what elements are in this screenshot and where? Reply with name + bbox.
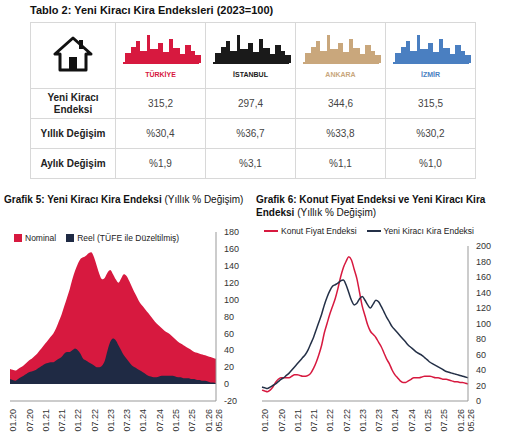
svg-text:07.25: 07.25 [439,409,449,432]
svg-text:01.25: 01.25 [423,409,433,432]
svg-text:01.20: 01.20 [8,409,18,432]
svg-text:01.23: 01.23 [106,409,116,432]
svg-text:100: 100 [476,319,491,329]
html-text:Yıllık Değişim: Yıllık Değişim [40,127,106,139]
html-text:%1,9: %1,9 [149,158,172,169]
svg-text:01.22: 01.22 [73,409,83,432]
svg-text:01.26: 01.26 [456,409,466,432]
svg-text:07.24: 07.24 [407,409,417,432]
html-text:315,2: 315,2 [148,98,173,109]
svg-text:01.25: 01.25 [171,409,181,432]
html-text:Yeni Kiracı Kira Endeksi: Yeni Kiracı Kira Endeksi [383,226,474,236]
html-text:%1,1: %1,1 [329,158,352,169]
html-text:297,4: 297,4 [238,98,263,109]
html-text:Tablo 2: Yeni Kiracı Kira Ende: Tablo 2: Yeni Kiracı Kira Endeksleri (20… [30,4,274,16]
html-text:Yeni Kiracı Endeksi: Yeni Kiracı Endeksi [47,92,99,115]
html-text:İSTANBUL: İSTANBUL [233,71,268,78]
svg-text:160: 160 [224,244,239,254]
svg-text:0: 0 [476,396,481,406]
svg-text:140: 140 [224,261,239,271]
svg-text:07.24: 07.24 [155,409,165,432]
svg-text:-20: -20 [224,396,237,406]
svg-text:80: 80 [476,334,486,344]
svg-text:160: 160 [476,272,491,282]
svg-text:07.21: 07.21 [309,409,319,432]
svg-text:05.26: 05.26 [466,409,476,432]
svg-text:01.24: 01.24 [138,409,148,432]
html-text:%36,7: %36,7 [236,128,265,139]
html-text:Nominal: Nominal [25,233,57,243]
svg-text:60: 60 [224,329,234,339]
html-text:TÜRKİYE: TÜRKİYE [145,71,176,78]
svg-text:07.21: 07.21 [57,409,67,432]
svg-text:20: 20 [476,381,486,391]
svg-text:60: 60 [476,350,486,360]
html-text:315,5: 315,5 [418,98,443,109]
html-text:%33,8: %33,8 [326,128,355,139]
html-text:Aylık Değişim: Aylık Değişim [40,157,106,169]
svg-text:120: 120 [224,278,239,288]
svg-text:40: 40 [476,365,486,375]
svg-text:40: 40 [224,345,234,355]
html-text:344,6: 344,6 [328,98,353,109]
svg-text:100: 100 [224,295,239,305]
html-text:%30,4: %30,4 [146,128,175,139]
svg-text:01.21: 01.21 [41,409,51,432]
html-text:ANKARA: ANKARA [325,71,356,78]
html-text:Reel (TÜFE ile Düzeltilmiş): Reel (TÜFE ile Düzeltilmiş) [77,233,180,243]
svg-text:20: 20 [224,362,234,372]
svg-text:80: 80 [224,312,234,322]
svg-text:01.21: 01.21 [293,409,303,432]
svg-text:140: 140 [476,288,491,298]
svg-text:180: 180 [476,257,491,267]
svg-text:01.22: 01.22 [325,409,335,432]
html-text:%1,0: %1,0 [419,158,442,169]
svg-text:07.22: 07.22 [90,409,100,432]
svg-text:120: 120 [476,303,491,313]
html-text:%3,1: %3,1 [239,158,262,169]
svg-text:07.23: 07.23 [122,409,132,432]
svg-text:07.20: 07.20 [25,409,35,432]
svg-text:01.24: 01.24 [390,409,400,432]
svg-text:07.22: 07.22 [342,409,352,432]
svg-text:07.20: 07.20 [277,409,287,432]
html-text:Grafik 6: Konut Fiyat Endeksi: Grafik 6: Konut Fiyat Endeksi ve Yeni Ki… [256,194,486,218]
html-text:İZMİR: İZMİR [421,71,440,78]
svg-text:180: 180 [224,227,239,237]
svg-text:07.25: 07.25 [187,409,197,432]
html-text:Konut Fiyat Endeksi: Konut Fiyat Endeksi [281,226,357,236]
svg-text:01.20: 01.20 [260,409,270,432]
svg-text:0: 0 [224,379,229,389]
html-text:%30,2: %30,2 [416,128,445,139]
html-text:Grafik 5: Yeni Kiracı Kira End: Grafik 5: Yeni Kiracı Kira Endeksi (Yıll… [4,194,244,205]
svg-text:01.23: 01.23 [358,409,368,432]
svg-text:05.26: 05.26 [214,409,224,432]
svg-text:200: 200 [476,241,491,251]
svg-text:01.26: 01.26 [204,409,214,432]
svg-text:07.23: 07.23 [374,409,384,432]
